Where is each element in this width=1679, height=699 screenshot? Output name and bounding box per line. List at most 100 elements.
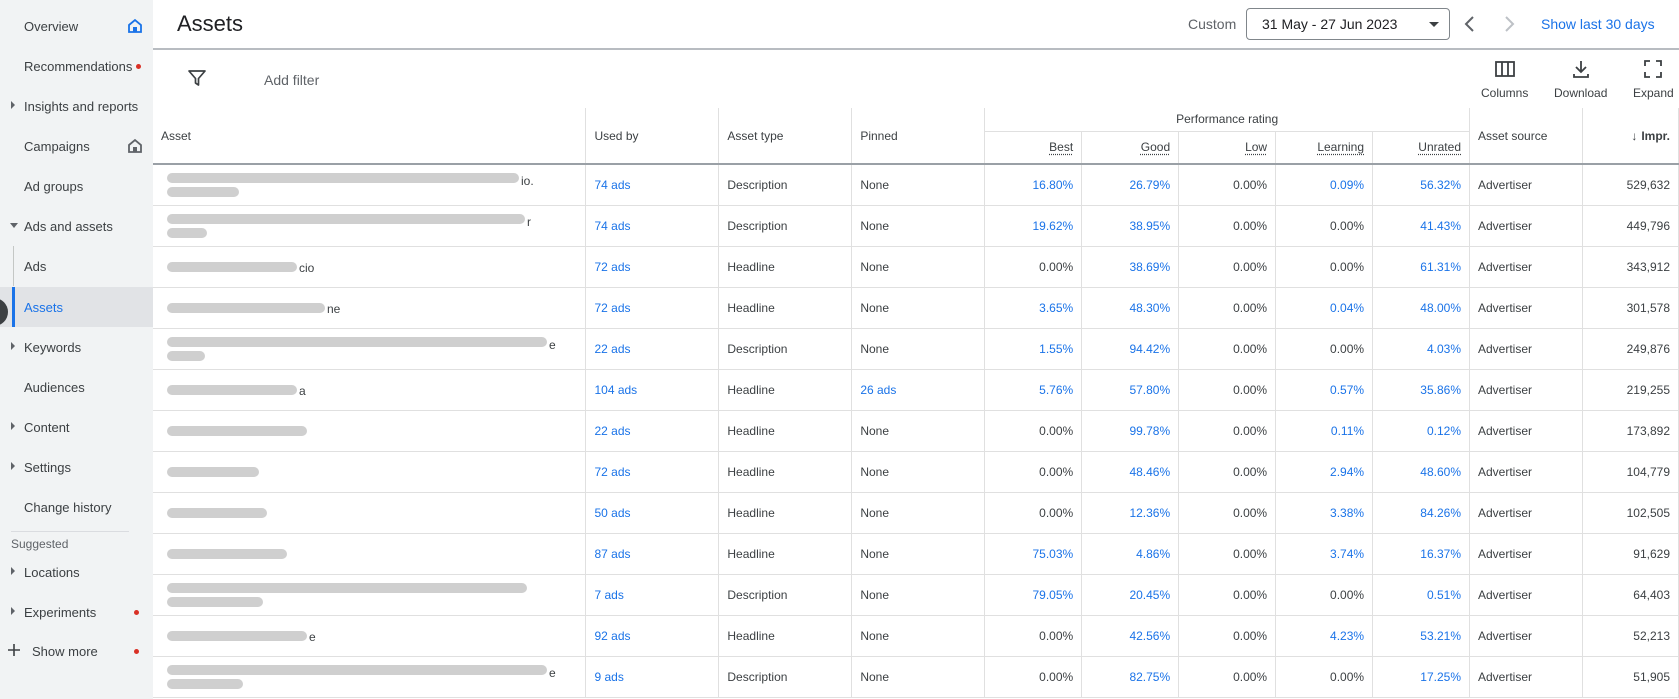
used-by-link[interactable]: 7 ads bbox=[585, 574, 720, 616]
show-last-30-days-link[interactable]: Show last 30 days bbox=[1541, 16, 1655, 32]
col-unrated[interactable]: Unrated bbox=[1372, 131, 1470, 165]
asset-text[interactable]: e bbox=[153, 615, 587, 657]
learning-rating[interactable]: 3.38% bbox=[1275, 492, 1374, 534]
good-rating[interactable]: 57.80% bbox=[1081, 369, 1180, 411]
used-by-link[interactable]: 87 ads bbox=[585, 533, 720, 575]
col-best[interactable]: Best bbox=[984, 131, 1083, 165]
used-by-link[interactable]: 50 ads bbox=[585, 492, 720, 534]
used-by-link[interactable]: 72 ads bbox=[585, 287, 720, 329]
chevron-left-icon[interactable] bbox=[1460, 14, 1480, 34]
nav-experiments[interactable]: Experiments bbox=[0, 592, 153, 632]
unrated-rating[interactable]: 4.03% bbox=[1372, 328, 1470, 370]
best-rating[interactable]: 5.76% bbox=[984, 369, 1083, 411]
nav-audiences[interactable]: Audiences bbox=[24, 379, 85, 395]
unrated-rating[interactable]: 56.32% bbox=[1372, 164, 1470, 206]
nav-assets[interactable]: Assets bbox=[0, 287, 153, 327]
asset-text[interactable]: io. bbox=[153, 164, 587, 206]
asset-text[interactable]: cio bbox=[153, 246, 587, 288]
nav-locations[interactable]: Locations bbox=[0, 552, 153, 592]
unrated-rating[interactable]: 48.60% bbox=[1372, 451, 1470, 493]
asset-text[interactable] bbox=[153, 533, 587, 575]
good-rating[interactable]: 82.75% bbox=[1081, 656, 1180, 698]
nav-settings[interactable]: Settings bbox=[0, 447, 153, 487]
asset-text[interactable]: e bbox=[153, 328, 587, 370]
col-good[interactable]: Good bbox=[1081, 131, 1180, 165]
col-asset-source[interactable]: Asset source bbox=[1469, 108, 1583, 165]
best-rating[interactable]: 19.62% bbox=[984, 205, 1083, 247]
good-rating[interactable]: 38.95% bbox=[1081, 205, 1180, 247]
nav-overview[interactable]: Overview bbox=[0, 6, 153, 46]
good-rating[interactable]: 26.79% bbox=[1081, 164, 1180, 206]
asset-text[interactable]: e bbox=[153, 656, 587, 698]
table-row[interactable]: cio 72 ads Headline None 0.00% 38.69% 0.00% 0.0… bbox=[153, 246, 1679, 288]
learning-rating[interactable]: 0.11% bbox=[1275, 410, 1374, 452]
unrated-rating[interactable]: 61.31% bbox=[1372, 246, 1470, 288]
unrated-rating[interactable]: 0.12% bbox=[1372, 410, 1470, 452]
table-row[interactable]: 87 ads Headline None 75.03% 4.86% 0.00% 3.74% 1… bbox=[153, 533, 1679, 575]
filter-icon[interactable] bbox=[187, 68, 207, 88]
learning-rating[interactable]: 3.74% bbox=[1275, 533, 1374, 575]
nav-keywords[interactable]: Keywords bbox=[0, 327, 153, 367]
table-row[interactable]: 72 ads Headline None 0.00% 48.46% 0.00% 2.94% 4… bbox=[153, 451, 1679, 493]
unrated-rating[interactable]: 0.51% bbox=[1372, 574, 1470, 616]
unrated-rating[interactable]: 53.21% bbox=[1372, 615, 1470, 657]
nav-recommendations[interactable]: Recommendations bbox=[0, 46, 153, 86]
download-button[interactable]: Download bbox=[1554, 58, 1607, 104]
table-row[interactable]: r 74 ads Description None 19.62% 38.95% 0.00% 0… bbox=[153, 205, 1679, 247]
asset-text[interactable]: ne bbox=[153, 287, 587, 329]
col-used-by[interactable]: Used by bbox=[585, 108, 720, 165]
good-rating[interactable]: 4.86% bbox=[1081, 533, 1180, 575]
table-row[interactable]: ne 72 ads Headline None 3.65% 48.30% 0.00% 0.04… bbox=[153, 287, 1679, 329]
unrated-rating[interactable]: 84.26% bbox=[1372, 492, 1470, 534]
table-row[interactable]: io. 74 ads Description None 16.80% 26.79% 0.00… bbox=[153, 164, 1679, 206]
good-rating[interactable]: 12.36% bbox=[1081, 492, 1180, 534]
nav-change-history[interactable]: Change history bbox=[24, 499, 112, 515]
learning-rating[interactable]: 0.57% bbox=[1275, 369, 1374, 411]
nav-content[interactable]: Content bbox=[0, 407, 153, 447]
nav-ads-and-assets[interactable]: Ads and assets bbox=[0, 206, 153, 246]
col-asset-type[interactable]: Asset type bbox=[718, 108, 853, 165]
table-row[interactable]: 50 ads Headline None 0.00% 12.36% 0.00% 3.38% 8… bbox=[153, 492, 1679, 534]
unrated-rating[interactable]: 16.37% bbox=[1372, 533, 1470, 575]
best-rating[interactable]: 79.05% bbox=[984, 574, 1083, 616]
nav-insights-and-reports[interactable]: Insights and reports bbox=[0, 86, 153, 126]
used-by-link[interactable]: 92 ads bbox=[585, 615, 720, 657]
show-more-button[interactable]: Show more bbox=[0, 631, 153, 671]
columns-button[interactable]: Columns bbox=[1481, 58, 1528, 104]
unrated-rating[interactable]: 17.25% bbox=[1372, 656, 1470, 698]
asset-text[interactable] bbox=[153, 410, 587, 452]
table-row[interactable]: e 22 ads Description None 1.55% 94.42% 0.00% 0.… bbox=[153, 328, 1679, 370]
asset-text[interactable] bbox=[153, 451, 587, 493]
nav-ad-groups[interactable]: Ad groups bbox=[24, 178, 84, 194]
col-learning[interactable]: Learning bbox=[1275, 131, 1374, 165]
good-rating[interactable]: 48.46% bbox=[1081, 451, 1180, 493]
asset-text[interactable]: a bbox=[153, 369, 587, 411]
good-rating[interactable]: 94.42% bbox=[1081, 328, 1180, 370]
asset-text[interactable] bbox=[153, 574, 587, 616]
used-by-link[interactable]: 22 ads bbox=[585, 328, 720, 370]
date-range-select[interactable]: 31 May - 27 Jun 2023 bbox=[1246, 8, 1450, 40]
best-rating[interactable]: 75.03% bbox=[984, 533, 1083, 575]
collapse-handle[interactable] bbox=[0, 298, 8, 326]
add-filter-button[interactable]: Add filter bbox=[264, 72, 320, 88]
used-by-link[interactable]: 22 ads bbox=[585, 410, 720, 452]
table-row[interactable]: a 104 ads Headline 26 ads 5.76% 57.80% 0.00% 0.… bbox=[153, 369, 1679, 411]
nav-campaigns[interactable]: Campaigns bbox=[0, 126, 153, 166]
learning-rating[interactable]: 0.04% bbox=[1275, 287, 1374, 329]
table-row[interactable]: 22 ads Headline None 0.00% 99.78% 0.00% 0.11% 0… bbox=[153, 410, 1679, 452]
table-row[interactable]: e 92 ads Headline None 0.00% 42.56% 0.00% 4.23%… bbox=[153, 615, 1679, 657]
used-by-link[interactable]: 9 ads bbox=[585, 656, 720, 698]
used-by-link[interactable]: 74 ads bbox=[585, 205, 720, 247]
used-by-link[interactable]: 72 ads bbox=[585, 246, 720, 288]
unrated-rating[interactable]: 41.43% bbox=[1372, 205, 1470, 247]
best-rating[interactable]: 3.65% bbox=[984, 287, 1083, 329]
col-asset[interactable]: Asset bbox=[153, 108, 587, 165]
pinned-value[interactable]: 26 ads bbox=[851, 369, 986, 411]
best-rating[interactable]: 1.55% bbox=[984, 328, 1083, 370]
good-rating[interactable]: 99.78% bbox=[1081, 410, 1180, 452]
expand-button[interactable]: Expand bbox=[1633, 58, 1674, 104]
nav-ads[interactable]: Ads bbox=[0, 246, 153, 286]
learning-rating[interactable]: 0.09% bbox=[1275, 164, 1374, 206]
good-rating[interactable]: 20.45% bbox=[1081, 574, 1180, 616]
